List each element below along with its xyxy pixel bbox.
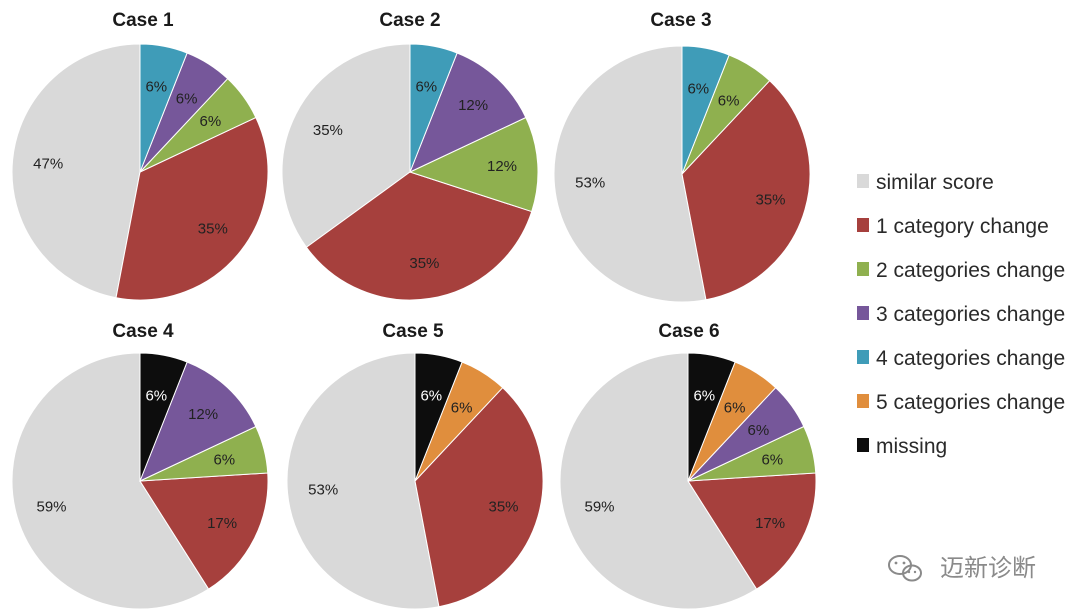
slice-data-label: 6% <box>213 451 235 468</box>
pie-slice-cat1 <box>687 472 817 590</box>
chart-title: Case 5 <box>382 321 444 342</box>
legend-swatch <box>857 350 869 364</box>
pie-slice-cat4 <box>409 43 458 173</box>
slice-data-label: 6% <box>761 451 783 468</box>
legend-label: 4 categories change <box>876 347 1065 370</box>
pie-slice-missing <box>687 352 736 482</box>
pie-slice-missing <box>414 352 463 482</box>
slice-data-label: 53% <box>308 482 338 499</box>
pie-slice-similar_score <box>553 45 707 303</box>
pie-chart-case-2: Case 2 35% 35% 12% 12% 6% <box>281 10 539 301</box>
slice-data-label: 17% <box>207 515 237 532</box>
slice-data-label: 12% <box>458 97 488 114</box>
pie-slice-cat3 <box>139 361 257 482</box>
slice-data-label: 6% <box>687 81 709 98</box>
pie-chart-case-1: Case 147%35%6%6%6% <box>11 10 269 301</box>
legend-item-cat5: 5 categories change <box>857 391 1065 414</box>
chart-title: Case 2 <box>379 10 440 31</box>
pie-slice-similar_score <box>559 352 758 610</box>
legend-swatch <box>857 306 869 320</box>
legend-label: 2 categories change <box>876 259 1065 282</box>
legend-label: 3 categories change <box>876 303 1065 326</box>
pie-charts-group: Case 147%35%6%6%6%Case 235%35%12%12%6%Ca… <box>11 10 817 610</box>
legend-swatch <box>857 218 869 232</box>
slice-data-label: 6% <box>415 79 437 96</box>
wechat-icon <box>888 555 922 582</box>
pie-slice-cat1 <box>414 386 544 608</box>
pie-chart-case-6: Case 659%17%6%6%6%6% <box>559 321 817 610</box>
pie-slice-cat1 <box>305 171 533 301</box>
chart-title: Case 6 <box>658 321 719 342</box>
legend-label: 1 category change <box>876 215 1049 238</box>
slice-data-label: 17% <box>755 515 785 532</box>
slice-data-label: 6% <box>748 422 770 439</box>
slice-data-label: 59% <box>36 499 66 516</box>
pie-slice-cat1 <box>115 116 269 301</box>
slice-data-label: 35% <box>198 221 228 238</box>
slice-data-label: 59% <box>584 499 614 516</box>
legend-swatch <box>857 394 869 408</box>
slice-data-label: 6% <box>693 388 715 405</box>
pie-chart-case-3: Case 3 53% 35% 6% 6% <box>553 10 811 303</box>
slice-data-label: 6% <box>451 400 473 417</box>
legend-label: missing <box>876 435 947 458</box>
pie-slice-cat1 <box>139 472 269 590</box>
legend-item-cat4: 4 categories change <box>857 347 1065 370</box>
slice-data-label: 47% <box>33 155 63 172</box>
legend-swatch <box>857 438 869 452</box>
slice-data-label: 12% <box>487 158 517 175</box>
slice-data-label: 6% <box>420 388 442 405</box>
pie-slice-similar_score <box>281 43 411 248</box>
slice-data-label: 35% <box>755 192 785 209</box>
legend-swatch <box>857 174 869 188</box>
legend-label: 5 categories change <box>876 391 1065 414</box>
slice-data-label: 53% <box>575 175 605 192</box>
pie-slice-cat2 <box>408 116 539 213</box>
chart-title: Case 1 <box>112 10 174 31</box>
watermark: 迈新诊断 <box>888 554 1036 582</box>
pie-slice-similar_score <box>286 352 440 610</box>
legend-label: similar score <box>876 171 994 194</box>
legend-item-cat3: 3 categories change <box>857 303 1065 326</box>
pie-slice-similar_score <box>11 352 210 610</box>
slice-data-label: 6% <box>200 113 222 130</box>
slice-data-label: 6% <box>724 400 746 417</box>
slice-data-label: 6% <box>176 91 198 108</box>
slice-data-label: 6% <box>718 93 740 110</box>
pie-slice-missing <box>139 352 188 482</box>
pie-slice-cat4 <box>681 45 730 175</box>
chart-title: Case 3 <box>650 10 711 31</box>
pie-slice-cat3 <box>409 52 527 173</box>
legend-item-cat2: 2 categories change <box>857 259 1065 282</box>
pie-slice-cat1 <box>681 79 811 301</box>
legend-item-missing: missing <box>857 435 947 458</box>
slice-data-label: 35% <box>409 255 439 272</box>
slice-data-label: 6% <box>145 79 167 96</box>
legend-item-similar_score: similar score <box>857 171 994 194</box>
slice-data-label: 35% <box>488 499 518 516</box>
chart-title: Case 4 <box>112 321 174 342</box>
slice-data-label: 6% <box>145 388 167 405</box>
pie-slice-cat4 <box>139 43 188 173</box>
pie-chart-case-4: Case 4 59% 17% 6% 12% 6% <box>11 321 269 610</box>
watermark-text: 迈新诊断 <box>940 554 1036 582</box>
legend-item-cat1: 1 category change <box>857 215 1049 238</box>
slice-data-label: 12% <box>188 406 218 423</box>
slice-data-label: 35% <box>313 122 343 139</box>
pie-slice-similar_score <box>11 43 141 299</box>
pie-chart-case-5: Case 5 53% 35% 6% 6% <box>286 321 544 610</box>
legend-swatch <box>857 262 869 276</box>
legend: similar score 1 category change 2 categori… <box>857 171 1065 458</box>
